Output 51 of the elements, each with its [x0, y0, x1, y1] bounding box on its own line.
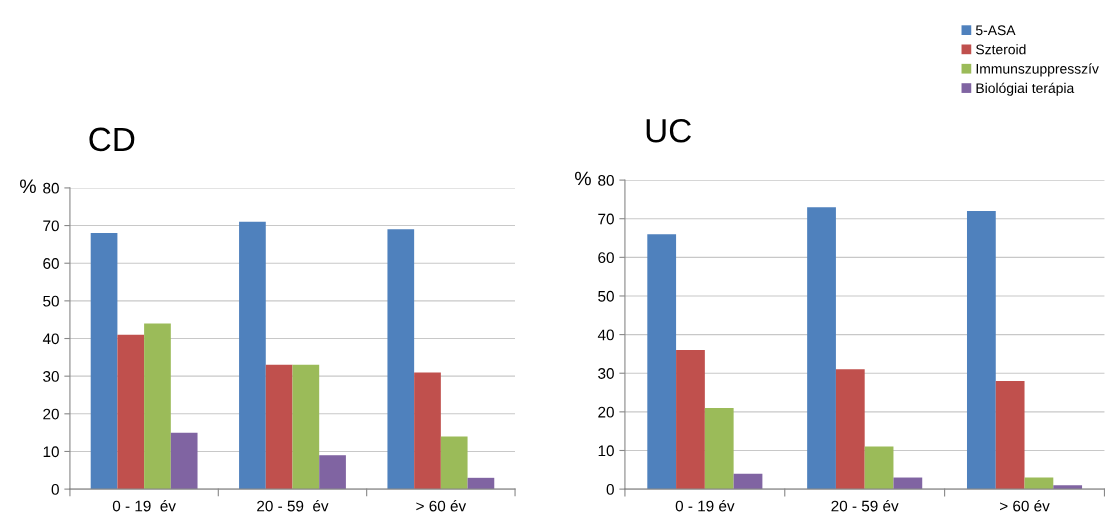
legend-label: Biológiai terápia [976, 82, 1075, 96]
y-tick-label: 40 [42, 333, 59, 345]
chart-title: UC [646, 118, 691, 143]
y-tick-label: 60 [598, 252, 614, 264]
bar [440, 436, 468, 490]
y-tick-label: 10 [598, 445, 614, 457]
y-tick-label: 20 [598, 406, 614, 418]
x-tick-label: 0 - 19 év [112, 500, 176, 512]
y-tick-label: 10 [43, 446, 59, 458]
bar [387, 229, 415, 490]
y-tick-label: 80 [43, 182, 59, 194]
y-tick-label: 20 [43, 408, 59, 420]
y-tick-label: 30 [598, 368, 614, 379]
legend-label: 5-ASA [975, 25, 1016, 36]
y-tick-label: 80 [598, 174, 614, 186]
bar [966, 210, 996, 490]
chart-title: CD [89, 127, 135, 152]
bar [647, 234, 677, 490]
bar [835, 369, 865, 490]
y-tick-label: 40 [597, 329, 614, 341]
y-tick-label: 0 [606, 483, 614, 495]
bar [807, 207, 836, 490]
x-tick-label: 20 - 59 év [831, 500, 899, 512]
x-tick-label: 20 - 59 év [257, 500, 329, 512]
bar [864, 446, 894, 490]
bar [292, 364, 320, 490]
bar [995, 380, 1025, 490]
y-tick-label: 30 [43, 371, 59, 382]
x-tick-label: 0 - 19 év [675, 500, 735, 512]
bar [319, 455, 346, 490]
y-tick-label: 50 [598, 290, 614, 302]
legend-label: Immunszuppresszív [976, 63, 1099, 77]
bar [90, 233, 118, 490]
bar [170, 432, 198, 490]
x-tick-label: > 60 év [416, 500, 467, 512]
bar [144, 323, 171, 490]
bar [704, 408, 734, 490]
y-tick-label: 70 [598, 213, 614, 225]
y-tick-label: 0 [51, 483, 59, 495]
y-tick-label: 50 [43, 295, 59, 307]
y-tick-label: 60 [43, 258, 59, 269]
bar [239, 221, 266, 490]
y-axis-title: % [575, 171, 591, 186]
bar [676, 350, 705, 490]
y-axis-title: % [20, 179, 36, 194]
y-tick-label: 70 [43, 220, 59, 232]
bar [265, 364, 293, 490]
bar [414, 372, 441, 490]
legend-label: Szteroid [976, 44, 1026, 55]
x-tick-label: > 60 év [1000, 500, 1050, 512]
bar [117, 334, 145, 490]
